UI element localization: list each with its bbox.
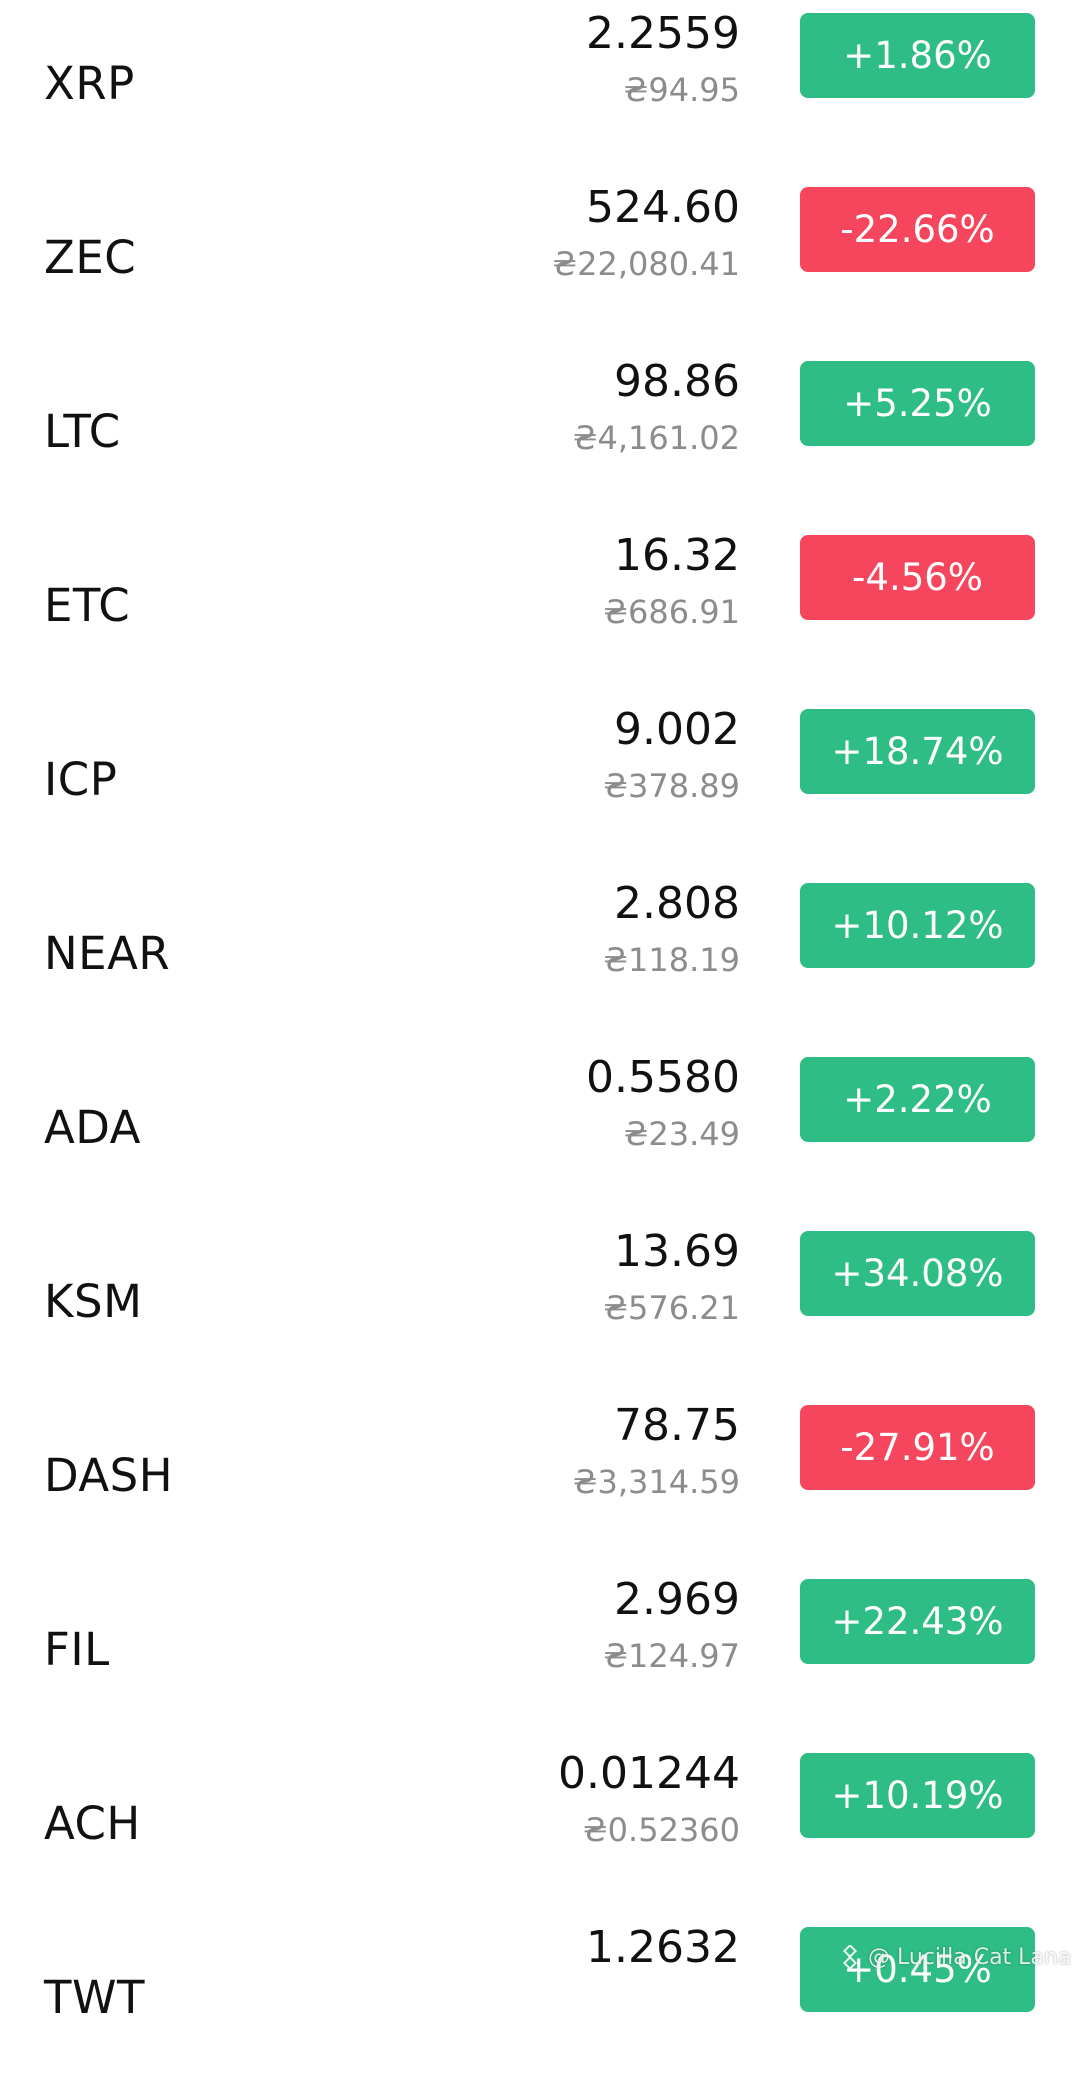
coin-symbol: ZEC bbox=[44, 231, 137, 284]
last-price: 98.86 bbox=[614, 356, 740, 407]
market-row-icp[interactable]: ICP 9.002 ₴378.89 +18.74% bbox=[0, 696, 1080, 870]
change-badge[interactable]: -27.91% bbox=[800, 1405, 1035, 1490]
change-badge[interactable]: -4.56% bbox=[800, 535, 1035, 620]
market-row-ksm[interactable]: KSM 13.69 ₴576.21 +34.08% bbox=[0, 1218, 1080, 1392]
change-badge[interactable]: +34.08% bbox=[800, 1231, 1035, 1316]
last-price: 78.75 bbox=[614, 1400, 740, 1451]
watermark-text: @ Lucilla Cat Lana bbox=[868, 1944, 1072, 1970]
binance-logo-icon bbox=[842, 1945, 858, 1969]
coin-symbol: KSM bbox=[44, 1275, 143, 1328]
coin-symbol: DASH bbox=[44, 1449, 174, 1502]
last-price: 524.60 bbox=[586, 182, 740, 233]
coin-symbol: ICP bbox=[44, 753, 118, 806]
market-row-ltc[interactable]: LTC 98.86 ₴4,161.02 +5.25% bbox=[0, 348, 1080, 522]
coin-symbol: TWT bbox=[44, 1971, 145, 2024]
change-badge[interactable]: +10.19% bbox=[800, 1753, 1035, 1838]
last-price: 0.01244 bbox=[558, 1748, 740, 1799]
fiat-price: ₴378.89 bbox=[603, 767, 740, 805]
last-price: 9.002 bbox=[614, 704, 740, 755]
market-row-zec[interactable]: ZEC 524.60 ₴22,080.41 -22.66% bbox=[0, 174, 1080, 348]
last-price: 0.5580 bbox=[586, 1052, 740, 1103]
fiat-price: ₴576.21 bbox=[603, 1289, 740, 1327]
change-badge[interactable]: +5.25% bbox=[800, 361, 1035, 446]
fiat-price: ₴124.97 bbox=[603, 1637, 740, 1675]
coin-symbol: NEAR bbox=[44, 927, 171, 980]
watermark: @ Lucilla Cat Lana bbox=[838, 1940, 1071, 1974]
fiat-price: ₴94.95 bbox=[623, 71, 740, 109]
market-row-xrp[interactable]: XRP 2.2559 ₴94.95 +1.86% bbox=[0, 0, 1080, 174]
coin-symbol: FIL bbox=[44, 1623, 110, 1676]
last-price: 16.32 bbox=[614, 530, 740, 581]
market-row-dash[interactable]: DASH 78.75 ₴3,314.59 -27.91% bbox=[0, 1392, 1080, 1566]
last-price: 2.2559 bbox=[586, 8, 740, 59]
coin-symbol: ADA bbox=[44, 1101, 141, 1154]
change-badge[interactable]: +2.22% bbox=[800, 1057, 1035, 1142]
fiat-price: ₴4,161.02 bbox=[572, 419, 740, 457]
last-price: 13.69 bbox=[614, 1226, 740, 1277]
market-row-near[interactable]: NEAR 2.808 ₴118.19 +10.12% bbox=[0, 870, 1080, 1044]
coin-symbol: ACH bbox=[44, 1797, 141, 1850]
fiat-price: ₴0.52360 bbox=[582, 1811, 740, 1849]
market-row-ach[interactable]: ACH 0.01244 ₴0.52360 +10.19% bbox=[0, 1740, 1080, 1914]
coin-symbol: ETC bbox=[44, 579, 131, 632]
change-badge[interactable]: +1.86% bbox=[800, 13, 1035, 98]
change-badge[interactable]: +18.74% bbox=[800, 709, 1035, 794]
fiat-price: ₴686.91 bbox=[603, 593, 740, 631]
market-row-ada[interactable]: ADA 0.5580 ₴23.49 +2.22% bbox=[0, 1044, 1080, 1218]
fiat-price: ₴23.49 bbox=[623, 1115, 740, 1153]
change-badge[interactable]: -22.66% bbox=[800, 187, 1035, 272]
fiat-price: ₴118.19 bbox=[603, 941, 740, 979]
change-badge[interactable]: +22.43% bbox=[800, 1579, 1035, 1664]
market-row-fil[interactable]: FIL 2.969 ₴124.97 +22.43% bbox=[0, 1566, 1080, 1740]
market-row-etc[interactable]: ETC 16.32 ₴686.91 -4.56% bbox=[0, 522, 1080, 696]
change-badge[interactable]: +10.12% bbox=[800, 883, 1035, 968]
fiat-price: ₴3,314.59 bbox=[572, 1463, 740, 1501]
last-price: 1.2632 bbox=[586, 1922, 740, 1973]
fiat-price: ₴22,080.41 bbox=[552, 245, 740, 283]
coin-symbol: XRP bbox=[44, 57, 135, 110]
last-price: 2.969 bbox=[614, 1574, 740, 1625]
coin-symbol: LTC bbox=[44, 405, 121, 458]
last-price: 2.808 bbox=[614, 878, 740, 929]
